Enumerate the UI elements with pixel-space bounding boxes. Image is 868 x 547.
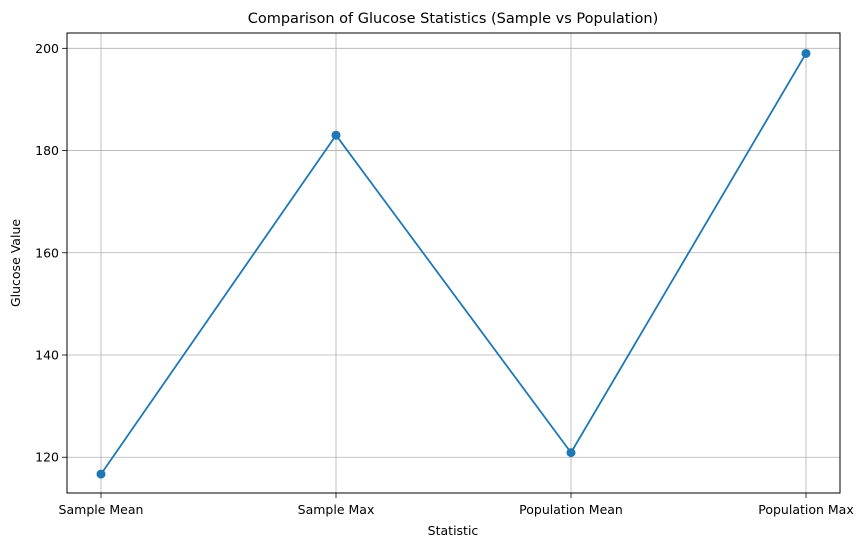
y-tick-label: 180	[35, 143, 59, 158]
plot-area-frame	[66, 32, 841, 494]
y-tick-label: 120	[35, 450, 59, 465]
x-tick-label: Sample Max	[298, 502, 375, 517]
x-axis-label: Statistic	[428, 523, 479, 538]
series-line	[100, 52, 807, 475]
x-tick-label: Sample Mean	[59, 502, 144, 517]
data-point	[96, 469, 106, 479]
data-point	[801, 48, 811, 58]
y-tick-label: 200	[35, 41, 59, 56]
grid	[67, 33, 840, 493]
y-tick-label: 140	[35, 348, 59, 363]
y-axis-label: Glucose Value	[8, 219, 23, 307]
x-tick-label: Population Mean	[519, 502, 623, 517]
series-layer	[96, 48, 811, 479]
data-point	[566, 448, 576, 458]
ticks: Sample Mean Sample Max Population Mean Popu…	[35, 41, 854, 517]
y-tick-label: 160	[35, 245, 59, 260]
chart-title: Comparison of Glucose Statistics (Sample…	[248, 11, 659, 27]
data-point	[331, 130, 341, 140]
x-tick-label: Population Max	[758, 502, 854, 517]
